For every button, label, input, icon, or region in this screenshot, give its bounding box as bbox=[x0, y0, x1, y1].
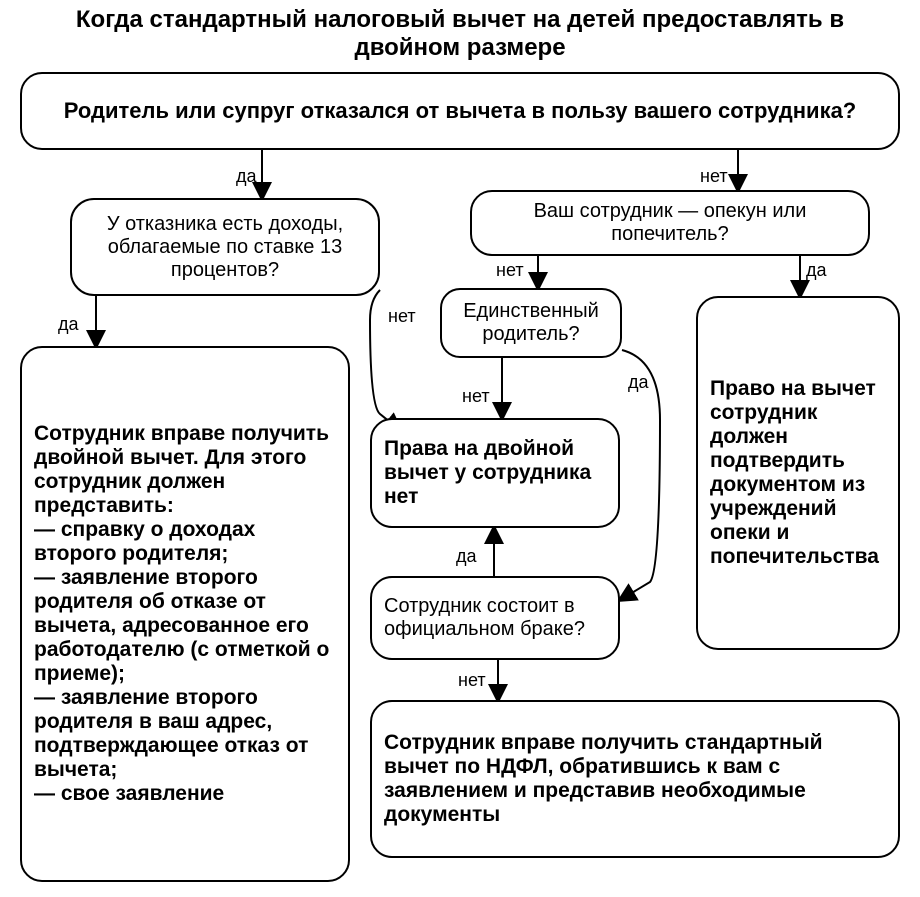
node-text: Сотрудник вправе получить двойной вычет.… bbox=[34, 422, 336, 806]
flowchart-node-q1: Родитель или супруг отказался от вычета … bbox=[20, 72, 900, 150]
node-text: Право на вычет сотрудник должен подтверд… bbox=[710, 377, 886, 569]
edge-label-l3: да bbox=[58, 314, 79, 335]
edge-label-l2: нет bbox=[700, 166, 728, 187]
edge-label-l7: нет bbox=[462, 386, 490, 407]
edge-label-l6: да bbox=[806, 260, 827, 281]
chart-title: Когда стандартный налоговый вычет на дет… bbox=[20, 6, 900, 62]
flowchart-node-r3: Право на вычет сотрудник должен подтверд… bbox=[696, 296, 900, 650]
flowchart-node-q5: Сотрудник состоит в официальном браке? bbox=[370, 576, 620, 660]
node-text: Сотрудник состоит в официальном браке? bbox=[384, 595, 606, 641]
flowchart-node-r1: Сотрудник вправе получить двойной вычет.… bbox=[20, 346, 350, 882]
edge-label-l4: нет bbox=[388, 306, 416, 327]
flowchart-node-q3: Ваш сотрудник — опекун или попечитель? bbox=[470, 190, 870, 256]
edge-label-l10: нет bbox=[458, 670, 486, 691]
node-text: Сотрудник вправе получить стандартный вы… bbox=[384, 731, 886, 827]
node-text: У отказника есть доходы, облагаемые по с… bbox=[84, 213, 366, 282]
node-text: Права на двойной вычет у сотрудника нет bbox=[384, 437, 606, 509]
node-text: Ваш сотрудник — опекун или попечитель? bbox=[484, 200, 856, 246]
flowchart-node-q4: Единственный родитель? bbox=[440, 288, 622, 358]
flowchart-node-r2: Права на двойной вычет у сотрудника нет bbox=[370, 418, 620, 528]
edge-label-l1: да bbox=[236, 166, 257, 187]
node-text: Родитель или супруг отказался от вычета … bbox=[34, 98, 886, 124]
flowchart-canvas: Когда стандартный налоговый вычет на дет… bbox=[0, 0, 920, 897]
edge-label-l9: да bbox=[456, 546, 477, 567]
edge-label-l8: да bbox=[628, 372, 649, 393]
flowchart-node-r4: Сотрудник вправе получить стандартный вы… bbox=[370, 700, 900, 858]
edge-label-l5: нет bbox=[496, 260, 524, 281]
node-text: Единственный родитель? bbox=[454, 300, 608, 346]
flowchart-node-q2: У отказника есть доходы, облагаемые по с… bbox=[70, 198, 380, 296]
